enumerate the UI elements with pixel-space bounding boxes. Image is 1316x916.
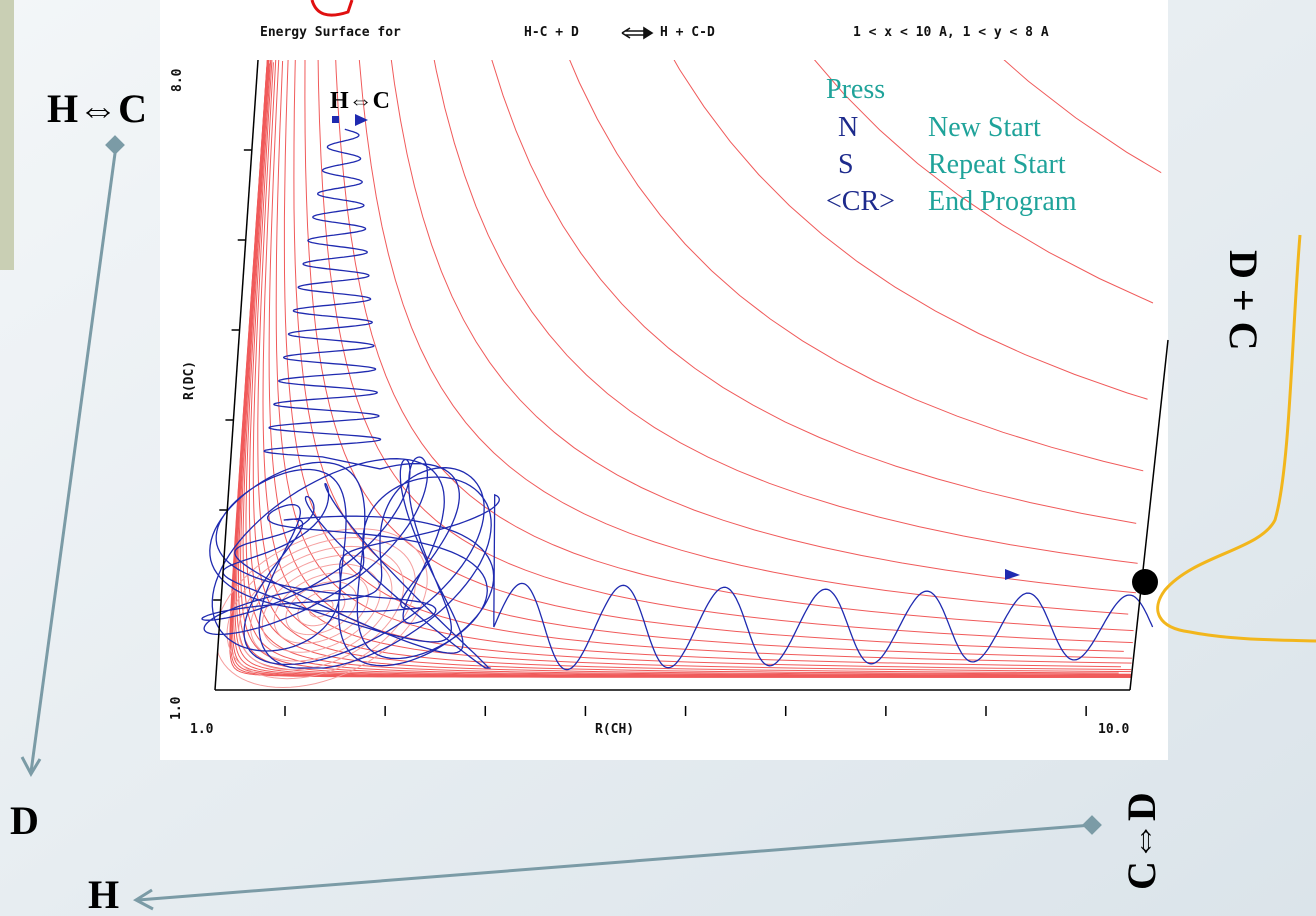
range: 1 < x < 10 A, 1 < y < 8 A xyxy=(853,25,1049,40)
menu-key: S xyxy=(838,149,854,180)
trajectory-label: H⇔C xyxy=(330,88,390,114)
x-label: R(CH) xyxy=(595,722,634,737)
position-dot xyxy=(1132,569,1158,595)
annotation: H xyxy=(88,872,119,916)
menu-key: <CR> xyxy=(826,186,895,217)
trajectory-start xyxy=(332,116,339,123)
menu-action: Repeat Start xyxy=(928,149,1066,180)
y-tick-min: 1.0 xyxy=(169,696,184,720)
title-products: H + C-D xyxy=(660,25,715,40)
y-label: R(DC) xyxy=(182,361,197,400)
menu-action: New Start xyxy=(928,112,1041,143)
x-tick-min: 1.0 xyxy=(190,722,214,737)
menu-action: End Program xyxy=(928,186,1077,217)
annotation: D + C xyxy=(1221,250,1266,351)
y-tick-max: 8.0 xyxy=(170,68,185,92)
menu-key: N xyxy=(838,112,858,143)
x-tick-max: 10.0 xyxy=(1098,722,1129,737)
annotation: D xyxy=(10,798,39,843)
menu-heading: Press xyxy=(826,74,885,105)
annotation: C⇔D xyxy=(1119,792,1164,890)
title-reactants: H-C + D xyxy=(524,25,579,40)
thumbnail-edge xyxy=(0,0,14,270)
title: Energy Surface for xyxy=(260,25,401,40)
slide: Energy Surface for H-C + D H + C-D 1 < x… xyxy=(0,0,1316,916)
annotation: H⇔C xyxy=(47,86,147,131)
